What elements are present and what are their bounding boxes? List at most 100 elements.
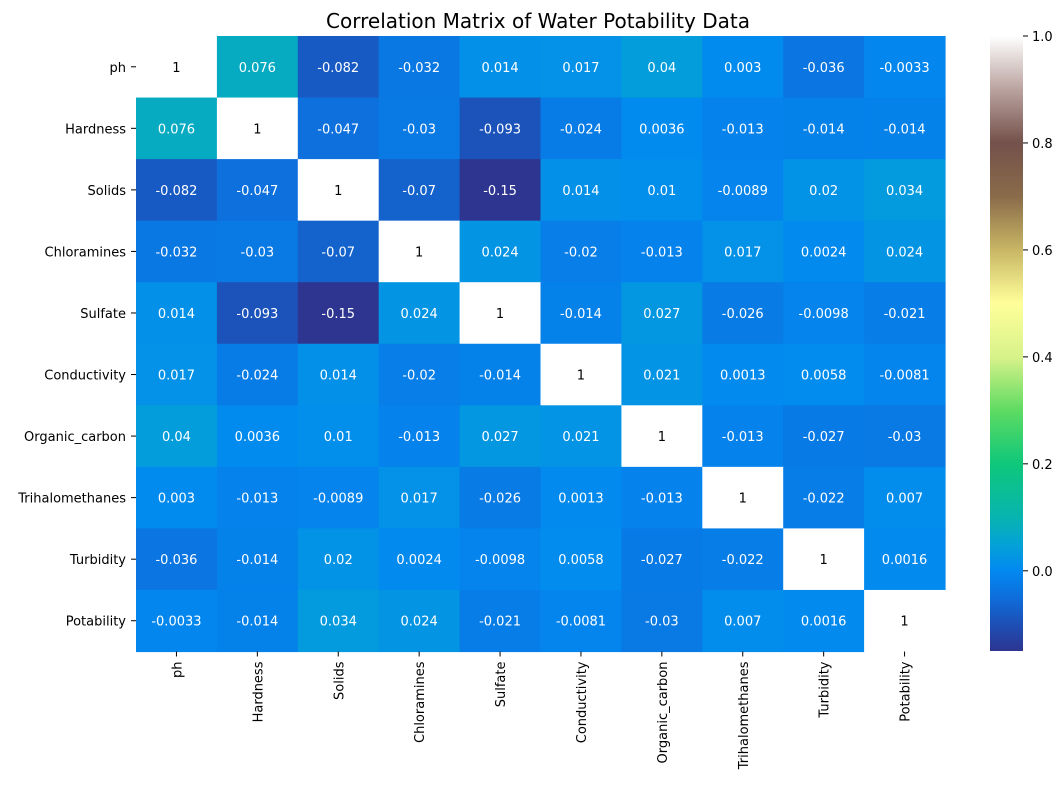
cell-annotation: -0.014: [560, 307, 602, 322]
heatmap-cell: [864, 528, 946, 591]
cell-annotation: -0.013: [236, 492, 278, 507]
heatmap-cell: [864, 97, 946, 160]
cell-annotation: 0.014: [481, 61, 518, 76]
cell-annotation: -0.0033: [879, 61, 929, 76]
heatmap-cell: [216, 589, 299, 653]
heatmap-cell: [783, 159, 865, 222]
x-tick-label: ph: [170, 662, 185, 679]
heatmap-cell: [459, 220, 542, 283]
heatmap-cell: [702, 589, 784, 653]
cell-annotation: 0.024: [401, 307, 438, 322]
y-tick-label: Conductivity: [44, 369, 126, 384]
heatmap-annotations: 1 0.076 -0.082 -0.032 0.014 0.017 0.04 0.003 -0.…: [151, 61, 929, 630]
heatmap-cell: [702, 528, 784, 591]
heatmap-cell: [864, 220, 946, 283]
heatmap-cell: [540, 159, 622, 222]
y-tick-label: Solids: [88, 184, 127, 199]
y-tick-label: Hardness: [65, 122, 126, 137]
heatmap-cell: [459, 159, 542, 222]
cell-annotation: 1: [900, 615, 908, 630]
cell-annotation: -0.093: [479, 122, 521, 137]
cell-annotation: 0.01: [324, 430, 353, 445]
chart-title: Correlation Matrix of Water Potability D…: [326, 9, 750, 33]
y-tick-label: Turbidity: [69, 553, 126, 568]
heatmap-cell: [621, 343, 703, 406]
heatmap-cell: [216, 97, 299, 160]
cell-annotation: -0.013: [641, 245, 683, 260]
heatmap-cell: [378, 220, 461, 283]
cell-annotation: -0.03: [645, 615, 679, 630]
heatmap-cell: [540, 405, 622, 468]
heatmap-cell: [378, 282, 461, 345]
cell-annotation: 0.014: [158, 307, 195, 322]
cell-annotation: 0.02: [809, 184, 838, 199]
heatmap-cell: [136, 36, 218, 99]
cell-annotation: 0.024: [886, 245, 923, 260]
cell-annotation: 0.04: [162, 430, 191, 445]
cell-annotation: -0.02: [564, 245, 598, 260]
cell-annotation: 0.003: [724, 61, 761, 76]
heatmap-cell: [621, 528, 703, 591]
heatmap-cell: [864, 589, 946, 653]
y-tick-label: Organic_carbon: [24, 430, 126, 445]
cell-annotation: 1: [739, 492, 747, 507]
cell-annotation: -0.013: [641, 492, 683, 507]
cell-annotation: -0.027: [803, 430, 845, 445]
heatmap-cell: [136, 97, 218, 160]
cell-annotation: -0.026: [479, 492, 521, 507]
cell-annotation: 0.0013: [720, 369, 766, 384]
heatmap-cell: [783, 466, 865, 529]
cell-annotation: 0.0058: [558, 553, 604, 568]
x-tick-label: Solids: [332, 661, 347, 700]
heatmap-cell: [136, 282, 218, 345]
heatmap-cell: [864, 405, 946, 468]
heatmap-cell: [540, 220, 622, 283]
y-tick-label: Sulfate: [80, 307, 126, 322]
heatmap-cell: [297, 343, 380, 406]
cell-annotation: 0.076: [239, 61, 276, 76]
cell-annotation: 1: [253, 122, 261, 137]
heatmap-cell: [540, 282, 622, 345]
cell-annotation: -0.0089: [718, 184, 768, 199]
cell-annotation: 0.034: [320, 615, 357, 630]
heatmap-cell: [378, 97, 461, 160]
cell-annotation: 0.014: [320, 369, 357, 384]
cell-annotation: -0.024: [560, 122, 602, 137]
heatmap-cell: [621, 466, 703, 529]
cell-annotation: -0.024: [236, 369, 278, 384]
heatmap-cell: [621, 282, 703, 345]
cell-annotation: 0.076: [158, 122, 195, 137]
x-tick-label: Conductivity: [575, 661, 590, 743]
heatmap-cell: [216, 220, 299, 283]
heatmap-cell: [783, 282, 865, 345]
colorbar-tick-label: 1.0: [1032, 30, 1053, 45]
cell-annotation: 0.01: [647, 184, 676, 199]
heatmap-cell: [702, 97, 784, 160]
cell-annotation: -0.0098: [475, 553, 525, 568]
cell-annotation: -0.07: [321, 245, 355, 260]
cell-annotation: 1: [820, 553, 828, 568]
heatmap-cell: [864, 36, 946, 99]
cell-annotation: -0.047: [317, 122, 359, 137]
heatmap-cell: [459, 589, 542, 653]
heatmap-cell: [783, 36, 865, 99]
cell-annotation: -0.013: [722, 122, 764, 137]
y-tick-label: Trihalomethanes: [17, 492, 126, 507]
heatmap-cell: [621, 589, 703, 653]
heatmap-cell: [540, 528, 622, 591]
heatmap-cell: [540, 466, 622, 529]
cell-annotation: 0.017: [562, 61, 599, 76]
heatmap-cells: [136, 36, 946, 653]
heatmap-cell: [136, 220, 218, 283]
heatmap-cell: [702, 282, 784, 345]
heatmap-cell: [216, 528, 299, 591]
heatmap-cell: [216, 36, 299, 99]
heatmap-cell: [702, 405, 784, 468]
cell-annotation: 0.024: [401, 615, 438, 630]
heatmap-cell: [378, 343, 461, 406]
heatmap-cell: [783, 528, 865, 591]
cell-annotation: -0.082: [317, 61, 359, 76]
cell-annotation: -0.014: [803, 122, 845, 137]
heatmap-cell: [864, 343, 946, 406]
heatmap-cell: [297, 282, 380, 345]
